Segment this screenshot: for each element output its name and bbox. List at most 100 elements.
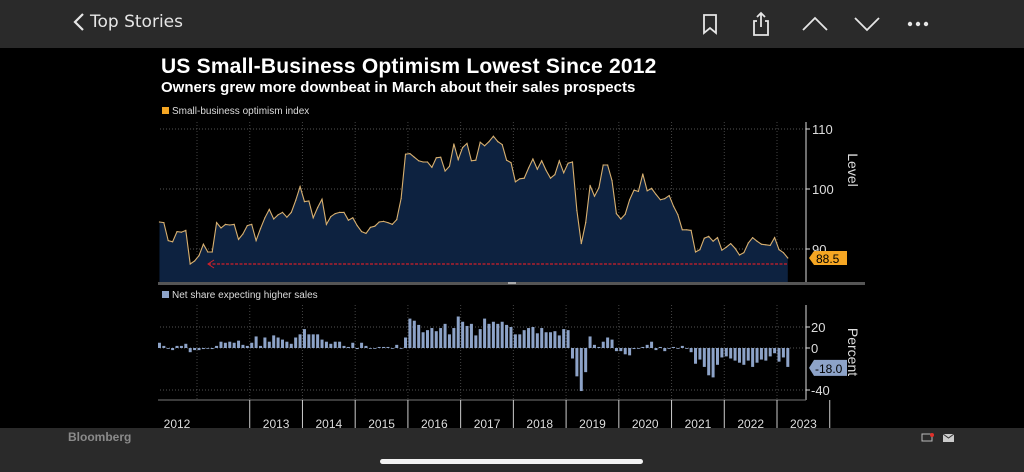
optimism-point [264, 217, 266, 219]
sales-bar [715, 348, 719, 365]
last-value-label: -18.0 [815, 362, 843, 376]
optimism-point [655, 193, 657, 195]
sales-bar [562, 329, 566, 348]
bloomberg-logo: Bloomberg [68, 430, 132, 444]
optimism-point [514, 181, 516, 183]
sales-bar [500, 321, 504, 348]
sales-bar [302, 329, 306, 348]
optimism-point [387, 222, 389, 224]
optimism-point [659, 199, 661, 201]
x-tick-label: 2019 [579, 417, 606, 428]
screen-icon[interactable] [921, 433, 934, 444]
chart-panel: US Small-Business Optimism Lowest Since … [158, 52, 865, 428]
mail-icon[interactable] [942, 433, 955, 444]
share-icon[interactable] [748, 10, 774, 38]
optimism-point [295, 199, 297, 201]
optimism-point [708, 235, 710, 237]
x-tick-label: 2018 [526, 417, 553, 428]
sales-bar [395, 344, 399, 348]
chevron-down-icon[interactable] [852, 10, 882, 38]
sales-bar [483, 318, 487, 348]
sales-bar [267, 341, 271, 348]
optimism-point [545, 169, 547, 171]
optimism-point [286, 216, 288, 218]
optimism-point [303, 201, 306, 203]
sales-bar [628, 348, 632, 356]
x-tick-label: 2012 [164, 417, 191, 428]
sales-bar [373, 348, 377, 349]
optimism-point [747, 242, 749, 244]
sales-bar [408, 318, 412, 348]
sales-bar [535, 333, 539, 348]
optimism-point [738, 254, 741, 256]
sales-bar [421, 332, 425, 348]
sales-bar [654, 348, 658, 351]
sales-bar [601, 341, 605, 348]
optimism-point [563, 172, 565, 174]
optimism-point [765, 244, 767, 246]
last-value-badge [809, 251, 847, 265]
optimism-point [202, 243, 204, 245]
sales-bar [487, 323, 491, 348]
sales-bar [623, 348, 627, 355]
optimism-point [782, 252, 785, 254]
back-button[interactable]: Top Stories [72, 12, 183, 32]
optimism-point [233, 223, 235, 225]
optimism-point [163, 222, 165, 224]
sales-bar [619, 348, 623, 352]
optimism-point [356, 225, 358, 227]
sales-bar [729, 348, 733, 359]
chevron-up-icon[interactable] [800, 10, 830, 38]
sales-bar [575, 348, 579, 377]
optimism-point [571, 161, 574, 163]
y-axis-label-level: Level [845, 153, 861, 186]
optimism-point [576, 210, 578, 212]
optimism-point [251, 223, 253, 225]
sales-bar [294, 337, 298, 348]
sales-bar [228, 341, 232, 348]
optimism-point [690, 229, 692, 231]
optimism-point [699, 249, 701, 251]
sales-bar [219, 341, 223, 348]
optimism-point [774, 237, 776, 239]
sales-bar [351, 342, 355, 348]
sales-bar [469, 323, 473, 348]
home-indicator[interactable] [380, 459, 643, 464]
more-icon[interactable] [905, 10, 931, 38]
optimism-point [664, 198, 666, 200]
sales-bar [184, 343, 188, 348]
sales-bar [175, 345, 179, 348]
sales-bar [447, 334, 451, 348]
optimism-point [365, 232, 367, 234]
sales-bar [237, 340, 241, 348]
sales-bar [333, 341, 337, 348]
sales-bar [250, 342, 254, 348]
sales-bar [439, 328, 443, 348]
x-tick-label: 2016 [421, 417, 448, 428]
sales-bar [289, 343, 293, 348]
optimism-point [413, 156, 415, 158]
x-tick-label: 2017 [474, 417, 501, 428]
sales-bar [364, 345, 368, 348]
optimism-point [549, 177, 552, 179]
optimism-point [374, 225, 376, 227]
optimism-point [488, 141, 490, 143]
sales-bar [360, 342, 364, 348]
bottom-bar: Bloomberg [0, 428, 1024, 472]
y-tick-label: 20 [811, 320, 825, 335]
optimism-point [431, 166, 433, 168]
sales-bar [509, 327, 513, 348]
optimism-point [259, 228, 262, 230]
optimism-point [602, 164, 604, 166]
optimism-point [668, 195, 670, 197]
bookmark-icon[interactable] [697, 10, 723, 38]
x-tick-label: 2020 [632, 417, 659, 428]
optimism-point [760, 243, 763, 245]
optimism-point [220, 227, 222, 229]
optimism-point [585, 222, 587, 224]
sales-bar [786, 348, 790, 367]
optimism-point [730, 243, 732, 245]
sales-bar [549, 332, 553, 348]
sales-bar [711, 348, 715, 378]
optimism-point [620, 218, 622, 220]
